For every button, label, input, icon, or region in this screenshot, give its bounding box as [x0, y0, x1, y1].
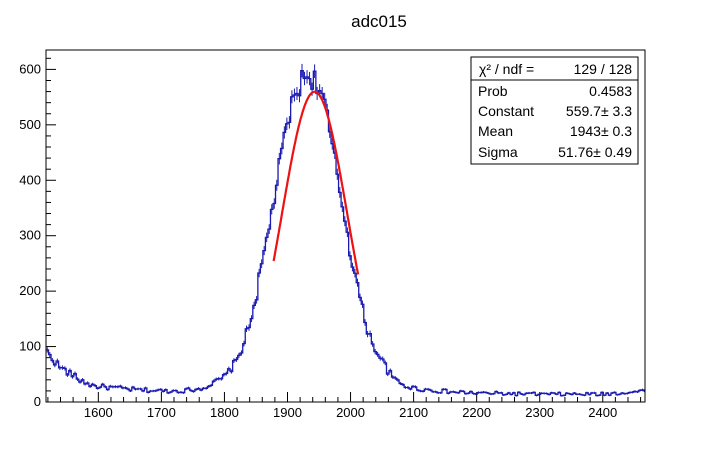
y-axis: 0 100 200 300 400 500 600 — [19, 57, 56, 409]
x-tick-label: 2000 — [336, 405, 365, 420]
x-tick-label: 2200 — [462, 405, 491, 420]
stats-row-value: 51.76± 0.49 — [558, 144, 632, 160]
chart-title: adc015 — [351, 12, 407, 31]
x-axis: 1600 1700 1800 1900 2000 2100 2200 2300 2400 — [47, 392, 642, 420]
x-tick-label: 1700 — [147, 405, 176, 420]
stats-header-label: χ² / ndf = — [479, 61, 534, 77]
x-tick-label: 2100 — [399, 405, 428, 420]
x-tick-label: 1900 — [273, 405, 302, 420]
y-tick-label: 100 — [19, 339, 41, 354]
x-tick-label: 2400 — [588, 405, 617, 420]
fit-curve-layer — [272, 90, 360, 275]
x-tick-label: 2300 — [525, 405, 554, 420]
stats-row-label: Sigma — [478, 144, 518, 160]
x-tick-label: 1600 — [84, 405, 113, 420]
stats-box: χ² / ndf = 129 / 128 Prob 0.4583 Constan… — [470, 56, 639, 165]
stats-row-label: Prob — [478, 83, 508, 99]
stats-row-label: Mean — [478, 123, 513, 139]
histogram-layer — [46, 63, 645, 397]
y-tick-label: 400 — [19, 172, 41, 187]
y-tick-label: 600 — [19, 61, 41, 76]
stats-row-label: Constant — [478, 103, 534, 119]
stats-header-value: 129 / 128 — [574, 61, 633, 77]
stats-row-value: 0.4583 — [589, 83, 632, 99]
y-tick-label: 300 — [19, 228, 41, 243]
stats-row-value: 1943± 0.3 — [570, 123, 632, 139]
stats-row-value: 559.7± 3.3 — [566, 103, 632, 119]
plot-frame — [45, 49, 646, 403]
y-tick-label: 0 — [34, 394, 41, 409]
histogram-line — [46, 70, 645, 397]
gaussian-fit-curve — [272, 90, 360, 275]
stats-box-frame — [470, 56, 639, 165]
y-tick-label: 500 — [19, 117, 41, 132]
x-tick-label: 1800 — [210, 405, 239, 420]
y-tick-label: 200 — [19, 283, 41, 298]
